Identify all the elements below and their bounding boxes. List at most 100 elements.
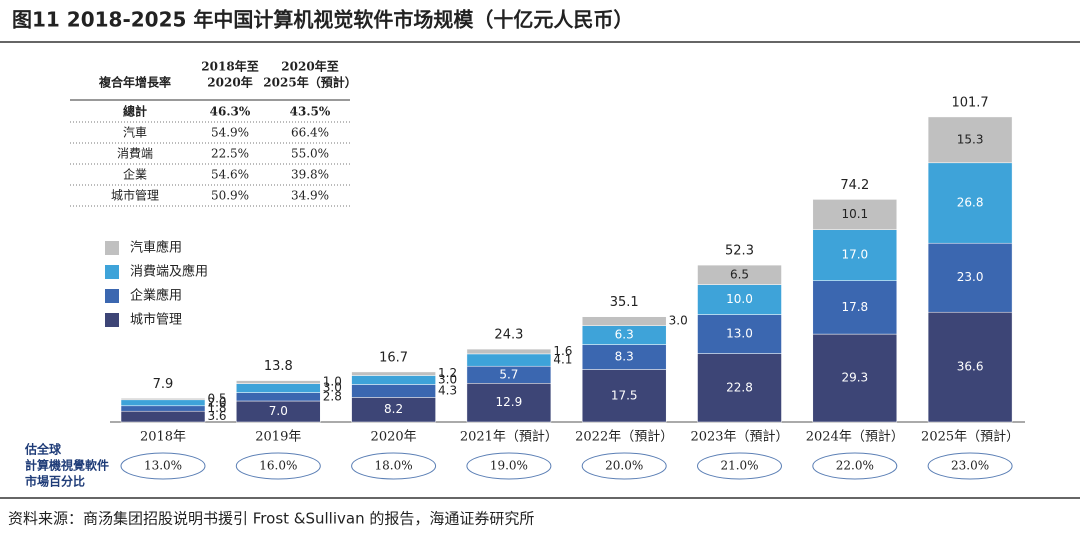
- bar-segment: [697, 353, 782, 423]
- table-cell: 50.9%: [211, 189, 249, 203]
- value-label: 6.5: [730, 267, 749, 281]
- value-label: 2.0: [207, 395, 226, 409]
- value-label: 4.3: [438, 383, 457, 397]
- legend-label: 消費端及應用: [130, 264, 208, 280]
- share-ellipse: [697, 452, 782, 480]
- value-label: 0.5: [207, 392, 226, 406]
- bar-segment: [697, 264, 782, 285]
- x-tick-label: 2019年: [255, 430, 301, 445]
- table-cell: 66.4%: [291, 126, 329, 140]
- value-label: 5.7: [499, 367, 518, 381]
- value-label: 22.8: [726, 380, 753, 394]
- x-tick-label: 2021年（預計）: [460, 429, 558, 445]
- table-header: 2020年: [207, 75, 252, 90]
- bar-segment: [466, 353, 552, 367]
- table-cell: 55.0%: [291, 147, 329, 161]
- value-label: 8.2: [384, 402, 403, 416]
- x-tick-label: 2025年（預計）: [921, 429, 1019, 445]
- value-label: 10.1: [841, 207, 868, 221]
- bar-segment: [927, 162, 1013, 244]
- share-label: 23.0%: [951, 459, 989, 473]
- value-label: 15.3: [957, 132, 984, 146]
- legend-swatch: [105, 265, 119, 279]
- value-label: 6.3: [615, 328, 634, 342]
- value-label: 1.8: [207, 401, 226, 415]
- bar-segment: [581, 369, 667, 423]
- value-label: 1.6: [553, 344, 572, 358]
- total-label: 16.7: [379, 350, 408, 365]
- value-label: 3.0: [323, 381, 342, 395]
- bar-segment: [236, 392, 321, 402]
- share-title: 計算機視覺軟件: [25, 458, 109, 473]
- share-ellipse: [812, 452, 898, 480]
- bar-segment: [120, 405, 206, 412]
- share-ellipse: [235, 452, 321, 480]
- bar-segment: [351, 371, 436, 376]
- x-tick-label: 2023年（預計）: [690, 429, 788, 445]
- table-cell: 54.9%: [211, 126, 249, 140]
- legend-label: 汽車應用: [130, 240, 182, 256]
- value-label: 3.0: [438, 373, 457, 387]
- share-ellipse: [927, 452, 1013, 480]
- bar-segment: [466, 348, 552, 355]
- bar-segment: [697, 314, 782, 354]
- total-label: 24.3: [494, 328, 523, 343]
- x-tick-label: 2022年（預計）: [575, 429, 673, 445]
- bar-segment: [351, 375, 436, 385]
- bar-segment: [236, 383, 321, 393]
- value-label: 8.3: [615, 350, 634, 364]
- source: 资料来源：商汤集团招股说明书援引 Frost &Sullivan 的报告，海通证…: [8, 510, 534, 528]
- bar-segment: [120, 398, 206, 401]
- x-tick-label: 2020年: [371, 430, 417, 445]
- legend-swatch: [105, 289, 119, 303]
- table-cell: 39.8%: [291, 168, 329, 182]
- table-cell: 消費端: [117, 146, 153, 161]
- value-label: 17.8: [841, 300, 868, 314]
- chart-title: 图11 2018-2025 年中国计算机视觉软件市场规模（十亿元人民币）: [12, 8, 633, 32]
- value-label: 2.8: [323, 389, 342, 403]
- bar-segment: [581, 316, 667, 326]
- value-label: 10.0: [726, 292, 753, 306]
- total-label: 74.2: [840, 178, 869, 193]
- legend-label: 企業應用: [130, 288, 182, 304]
- x-tick-label: 2018年: [140, 430, 186, 445]
- x-tick-label: 2024年（預計）: [806, 429, 904, 445]
- table-header: 複合年增長率: [98, 75, 171, 90]
- table-cell: 46.3%: [210, 105, 251, 119]
- value-label: 1.0: [323, 375, 342, 389]
- bar-segment: [351, 384, 436, 398]
- table-header: 2025年（預計）: [263, 75, 356, 90]
- table-cell: 54.6%: [211, 168, 249, 182]
- value-label: 23.0: [957, 270, 984, 284]
- table-cell: 城市管理: [111, 188, 159, 203]
- share-title: 估全球: [24, 442, 62, 457]
- value-label: 3.0: [669, 314, 688, 328]
- value-label: 7.0: [269, 404, 288, 418]
- share-label: 20.0%: [605, 459, 643, 473]
- total-label: 101.7: [951, 95, 988, 110]
- table-cell: 22.5%: [211, 147, 249, 161]
- share-label: 16.0%: [259, 459, 297, 473]
- bar-segment: [812, 229, 898, 281]
- table-cell: 總計: [123, 104, 147, 119]
- bar-segment: [236, 380, 321, 384]
- bar-segment: [581, 344, 667, 370]
- legend-swatch: [105, 313, 119, 327]
- value-label: 4.1: [553, 353, 572, 367]
- share-label: 18.0%: [375, 459, 413, 473]
- total-label: 35.1: [610, 295, 639, 310]
- share-ellipse: [581, 452, 667, 480]
- bar-segment: [120, 410, 206, 423]
- total-label: 7.9: [153, 377, 174, 392]
- share-label: 13.0%: [144, 459, 182, 473]
- share-title: 市場百分比: [25, 474, 85, 489]
- value-label: 26.8: [957, 196, 984, 210]
- value-label: 17.0: [841, 248, 868, 262]
- total-label: 52.3: [725, 244, 754, 259]
- share-ellipse: [351, 452, 437, 480]
- table-cell: 企業: [123, 167, 147, 182]
- bar-segment: [697, 284, 782, 315]
- bar-segment: [927, 116, 1013, 164]
- value-label: 13.0: [726, 327, 753, 341]
- value-label: 29.3: [841, 371, 868, 385]
